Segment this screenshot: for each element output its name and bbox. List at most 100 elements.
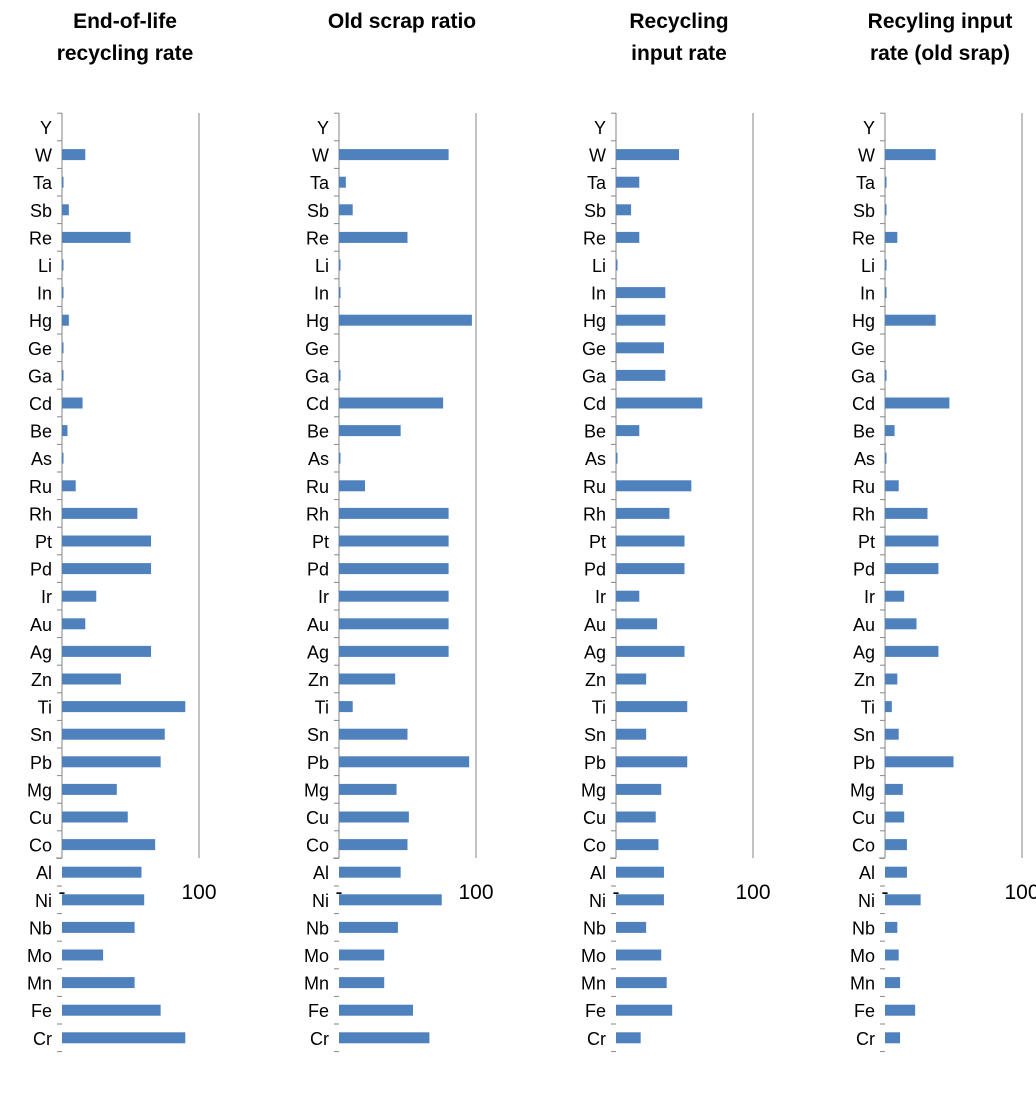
bar-mn	[339, 977, 385, 989]
bar-be	[616, 425, 640, 437]
bar-cu	[62, 811, 128, 823]
category-label-mg: Mg	[304, 780, 329, 800]
category-label-ni: Ni	[35, 891, 52, 911]
x-tick-label-max: 100	[735, 881, 770, 904]
category-label-ge: Ge	[305, 339, 329, 359]
category-label-ag: Ag	[30, 642, 52, 662]
category-label-ir: Ir	[318, 587, 329, 607]
category-label-hg: Hg	[852, 311, 875, 331]
bar-rh	[339, 507, 449, 519]
bar-zn	[616, 673, 647, 685]
category-label-fe: Fe	[585, 1001, 606, 1021]
bar-re	[339, 231, 408, 243]
category-label-ti: Ti	[38, 698, 52, 718]
bar-be	[339, 425, 401, 437]
bar-cd	[339, 397, 444, 409]
bar-al	[885, 866, 907, 878]
category-label-al: Al	[313, 863, 329, 883]
bar-pt	[616, 535, 685, 547]
bar-ag	[62, 645, 152, 657]
bar-pb	[62, 756, 161, 768]
category-label-sn: Sn	[307, 725, 329, 745]
category-label-ni: Ni	[589, 891, 606, 911]
bar-ga	[339, 369, 341, 381]
category-label-in: In	[591, 284, 606, 304]
category-label-au: Au	[584, 615, 606, 635]
category-label-nb: Nb	[306, 918, 329, 938]
bar-mo	[885, 949, 899, 961]
bar-cd	[885, 397, 950, 409]
category-label-cd: Cd	[852, 394, 875, 414]
bar-ti	[339, 701, 353, 713]
bar-al	[62, 866, 142, 878]
category-label-au: Au	[853, 615, 875, 635]
bar-pd	[339, 563, 449, 575]
bar-ru	[885, 480, 899, 492]
bar-ir	[62, 590, 97, 602]
bar-co	[339, 839, 408, 851]
bar-pd	[616, 563, 685, 575]
bar-rh	[616, 507, 670, 519]
bar-li	[62, 259, 64, 271]
bar-be	[62, 425, 68, 437]
category-label-ir: Ir	[595, 587, 606, 607]
category-label-zn: Zn	[31, 670, 52, 690]
category-label-pd: Pd	[584, 560, 606, 580]
category-label-li: Li	[38, 256, 52, 276]
category-label-ga: Ga	[851, 366, 876, 386]
x-tick-label-min: -	[59, 881, 66, 904]
category-label-as: As	[308, 449, 329, 469]
category-label-pb: Pb	[307, 753, 329, 773]
category-label-pb: Pb	[853, 753, 875, 773]
category-label-pt: Pt	[312, 532, 329, 552]
bar-sb	[62, 204, 69, 216]
bar-ga	[616, 369, 666, 381]
bar-ta	[885, 176, 887, 188]
category-label-nb: Nb	[583, 918, 606, 938]
category-label-mn: Mn	[27, 974, 52, 994]
category-label-w: W	[858, 146, 875, 166]
category-label-ag: Ag	[853, 642, 875, 662]
bar-in	[885, 287, 887, 299]
bar-ti	[616, 701, 688, 713]
bar-cr	[62, 1032, 186, 1044]
bar-li	[616, 259, 618, 271]
category-label-w: W	[35, 146, 52, 166]
bar-sb	[339, 204, 353, 216]
category-label-pt: Pt	[858, 532, 875, 552]
bar-hg	[616, 314, 666, 326]
bar-w	[616, 149, 680, 161]
category-label-sn: Sn	[30, 725, 52, 745]
category-label-re: Re	[583, 228, 606, 248]
category-label-cr: Cr	[587, 1029, 606, 1049]
bar-hg	[62, 314, 69, 326]
bar-au	[616, 618, 658, 630]
category-label-mo: Mo	[850, 946, 875, 966]
category-label-co: Co	[306, 836, 329, 856]
bar-sn	[616, 728, 647, 740]
category-label-li: Li	[315, 256, 329, 276]
bar-ni	[62, 894, 145, 906]
category-label-sb: Sb	[307, 201, 329, 221]
category-label-ru: Ru	[29, 477, 52, 497]
category-label-ir: Ir	[41, 587, 52, 607]
bar-pt	[885, 535, 939, 547]
category-label-ru: Ru	[583, 477, 606, 497]
bar-ti	[885, 701, 892, 713]
bar-mn	[616, 977, 667, 989]
category-label-re: Re	[852, 228, 875, 248]
bar-nb	[62, 921, 135, 933]
category-label-sb: Sb	[853, 201, 875, 221]
category-label-be: Be	[584, 422, 606, 442]
bar-pb	[885, 756, 954, 768]
category-label-w: W	[312, 146, 329, 166]
category-label-mn: Mn	[304, 974, 329, 994]
category-label-mo: Mo	[27, 946, 52, 966]
category-label-pt: Pt	[35, 532, 52, 552]
category-label-ni: Ni	[858, 891, 875, 911]
category-label-ta: Ta	[310, 173, 330, 193]
bar-cu	[339, 811, 409, 823]
bar-ta	[62, 176, 64, 188]
